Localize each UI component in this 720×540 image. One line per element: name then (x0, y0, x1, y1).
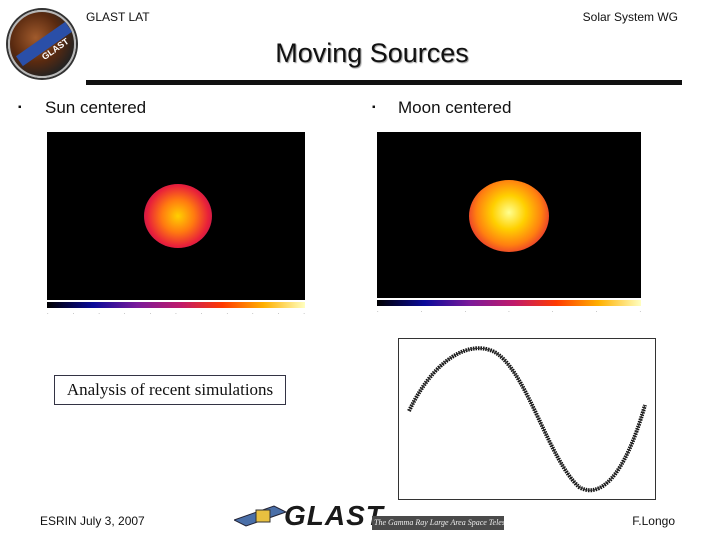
footer-event-date: ESRIN July 3, 2007 (40, 514, 145, 528)
moon-emission-disk (469, 180, 549, 252)
sine-scatter-trace (407, 346, 647, 493)
slide-title: Moving Sources (275, 38, 469, 68)
caption-box: Analysis of recent simulations (54, 375, 286, 405)
glast-tagline: The Gamma Ray Large Area Space Telescope (372, 516, 504, 530)
footer-author: F.Longo (632, 514, 675, 528)
moon-colorbar (377, 300, 641, 306)
square-bullet-icon: ▪ (372, 102, 376, 113)
moon-colorbar-ticks: · · · · · · · (377, 309, 641, 315)
glast-mission-patch-icon (8, 10, 76, 78)
glast-brand: GLAST (284, 500, 384, 531)
header-right-label: Solar System WG (582, 10, 678, 24)
sun-colorbar-ticks: · · · · · · · · · · · (47, 311, 305, 317)
sun-emission-disk (144, 184, 212, 248)
sun-centered-map (47, 132, 305, 300)
moon-centered-map (377, 132, 641, 298)
header-left-label: GLAST LAT (86, 10, 150, 24)
moon-centered-label: Moon centered (398, 98, 512, 117)
glast-satellite-icon (234, 505, 288, 527)
sun-colorbar (47, 302, 305, 308)
position-sine-plot (398, 338, 656, 500)
square-bullet-icon: ▪ (18, 102, 22, 113)
sine-curve (408, 347, 646, 491)
sine-curve-svg (407, 346, 647, 493)
title-rule (86, 80, 682, 85)
sun-centered-label: Sun centered (45, 98, 147, 117)
